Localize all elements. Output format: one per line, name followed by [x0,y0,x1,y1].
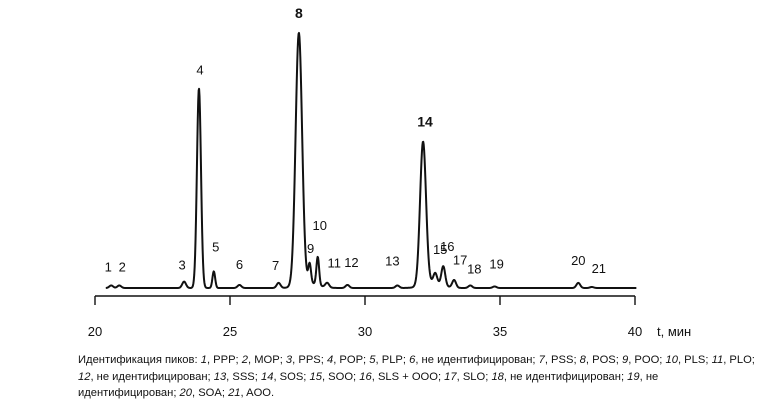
peak-identification-caption: Идентификация пиков: 1, PPP; 2, MOP; 3, … [78,352,758,402]
caption-item-number: 13 [213,370,227,383]
peak-label-15: 15 [433,242,447,257]
caption-item-number: 2 [241,354,248,366]
caption-item: 8, POS; [580,354,622,366]
peak-label-12: 12 [344,255,358,270]
caption-item: 11, PLO; [712,354,755,366]
x-tick-label: 30 [358,324,372,339]
caption-item-text: , не идентифицирован; [503,370,628,383]
peak-label-17: 17 [453,252,467,267]
caption-item-number: 14 [261,370,274,383]
caption-item-text: , PPS; [292,354,327,366]
peak-label-19: 19 [489,256,503,271]
caption-item: 14, SOS; [261,371,310,383]
caption-item-number: 5 [369,354,376,366]
x-tick-label: 35 [493,324,507,339]
caption-item-text: , MOP; [248,354,286,366]
caption-item-number: 8 [579,354,586,366]
caption-item: 7, PSS; [539,354,580,366]
caption-item-text: , PPP; [206,354,242,366]
caption-items: 1, PPP; 2, MOP; 3, PPS; 4, POP; 5, PLP; … [78,354,755,399]
peak-label-4: 4 [196,62,203,77]
caption-item-text: , AOO. [240,387,275,399]
x-tick-label: 20 [88,324,102,339]
caption-item-number: 9 [621,354,629,366]
caption-item: 17, SLO; [444,371,491,383]
caption-item-number: 17 [444,370,457,383]
peak-label-10: 10 [313,218,327,233]
caption-item-number: 1 [200,354,207,366]
caption-item: 6, не идентифицирован; [409,354,539,366]
caption-item-text: , PLP; [375,354,410,366]
caption-item-text: , не идентифицирован; [415,354,539,366]
chromatogram-trace [105,31,637,289]
caption-item: 15, SOO; [310,371,360,383]
caption-item-text: , PLO; [723,354,755,366]
caption-item-number: 3 [285,354,293,366]
caption-item-text: , не идентифицирован; [90,370,214,383]
caption-item-text: , PSS; [544,354,580,366]
caption-item: 1, PPP; [201,354,242,366]
caption-item-number: 21 [228,387,241,399]
x-tick-label: 40 [628,324,642,339]
caption-item-number: 10 [665,354,678,366]
caption-item-number: 18 [491,370,504,383]
caption-item-text: , не идентифицирован; [78,370,659,400]
peak-label-11: 11 [327,255,341,270]
peak-label-8: 8 [295,5,303,21]
caption-item-text: , SOA; [192,387,229,399]
caption-item-number: 19 [627,370,640,383]
caption-item: 10, PLS; [666,354,712,366]
x-axis-label: t, мин [657,324,691,339]
peak-label-16: 16 [440,239,454,254]
caption-item-number: 6 [409,354,416,366]
peak-label-6: 6 [236,257,243,272]
caption-item: 13, SSS; [214,371,261,383]
caption-item-number: 15 [309,370,322,383]
caption-item-text: , POO; [628,354,666,366]
caption-item-text: , SOO; [321,370,360,383]
peak-label-13: 13 [385,253,399,268]
caption-item-text: , SLO; [456,370,492,383]
caption-item: 18, не идентифицирован; [491,371,627,383]
caption-item: 2, MOP; [242,354,286,366]
caption-item-number: 7 [538,354,545,366]
caption-item-number: 4 [326,354,334,366]
caption-item-text: , SOS; [273,370,310,383]
peak-label-5: 5 [212,239,219,254]
caption-item: 12, не идентифицирован; [78,371,214,383]
caption-item: 3, PPS; [286,354,327,366]
caption-item-number: 20 [179,387,192,399]
caption-item: 4, POP; [327,354,369,366]
x-tick-label: 25 [223,324,237,339]
peak-label-20: 20 [571,253,585,268]
caption-item: 16, SLS + OOO; [359,371,444,383]
caption-item-text: , PLS; [677,354,712,366]
caption-item: 20, SOA; [180,387,229,399]
peak-label-14: 14 [417,114,433,130]
peak-label-1: 1 [105,259,112,274]
caption-item-text: , POP; [333,354,370,366]
peak-label-18: 18 [467,261,481,276]
peak-label-2: 2 [119,259,126,274]
peak-label-21: 21 [592,261,606,276]
peak-label-9: 9 [307,241,314,256]
caption-item: 21, AOO. [228,387,274,399]
caption-item-number: 11 [711,354,724,366]
caption-item-text: , SSS; [226,370,261,383]
peak-label-7: 7 [272,258,279,273]
peak-label-3: 3 [178,258,185,273]
caption-item: 5, PLP; [369,354,409,366]
caption-item-text: , SLS + OOO; [371,370,445,383]
x-axis-ticks: 20 25 30 35 40 [88,296,642,339]
caption-item-text: , POS; [585,354,622,366]
caption-item: 19, не идентифицирован; [78,371,658,400]
caption-item-number: 12 [78,370,91,383]
caption-item-number: 16 [359,370,372,383]
caption-intro: Идентификация пиков: [78,354,201,366]
caption-item: 9, POO; [622,354,666,366]
